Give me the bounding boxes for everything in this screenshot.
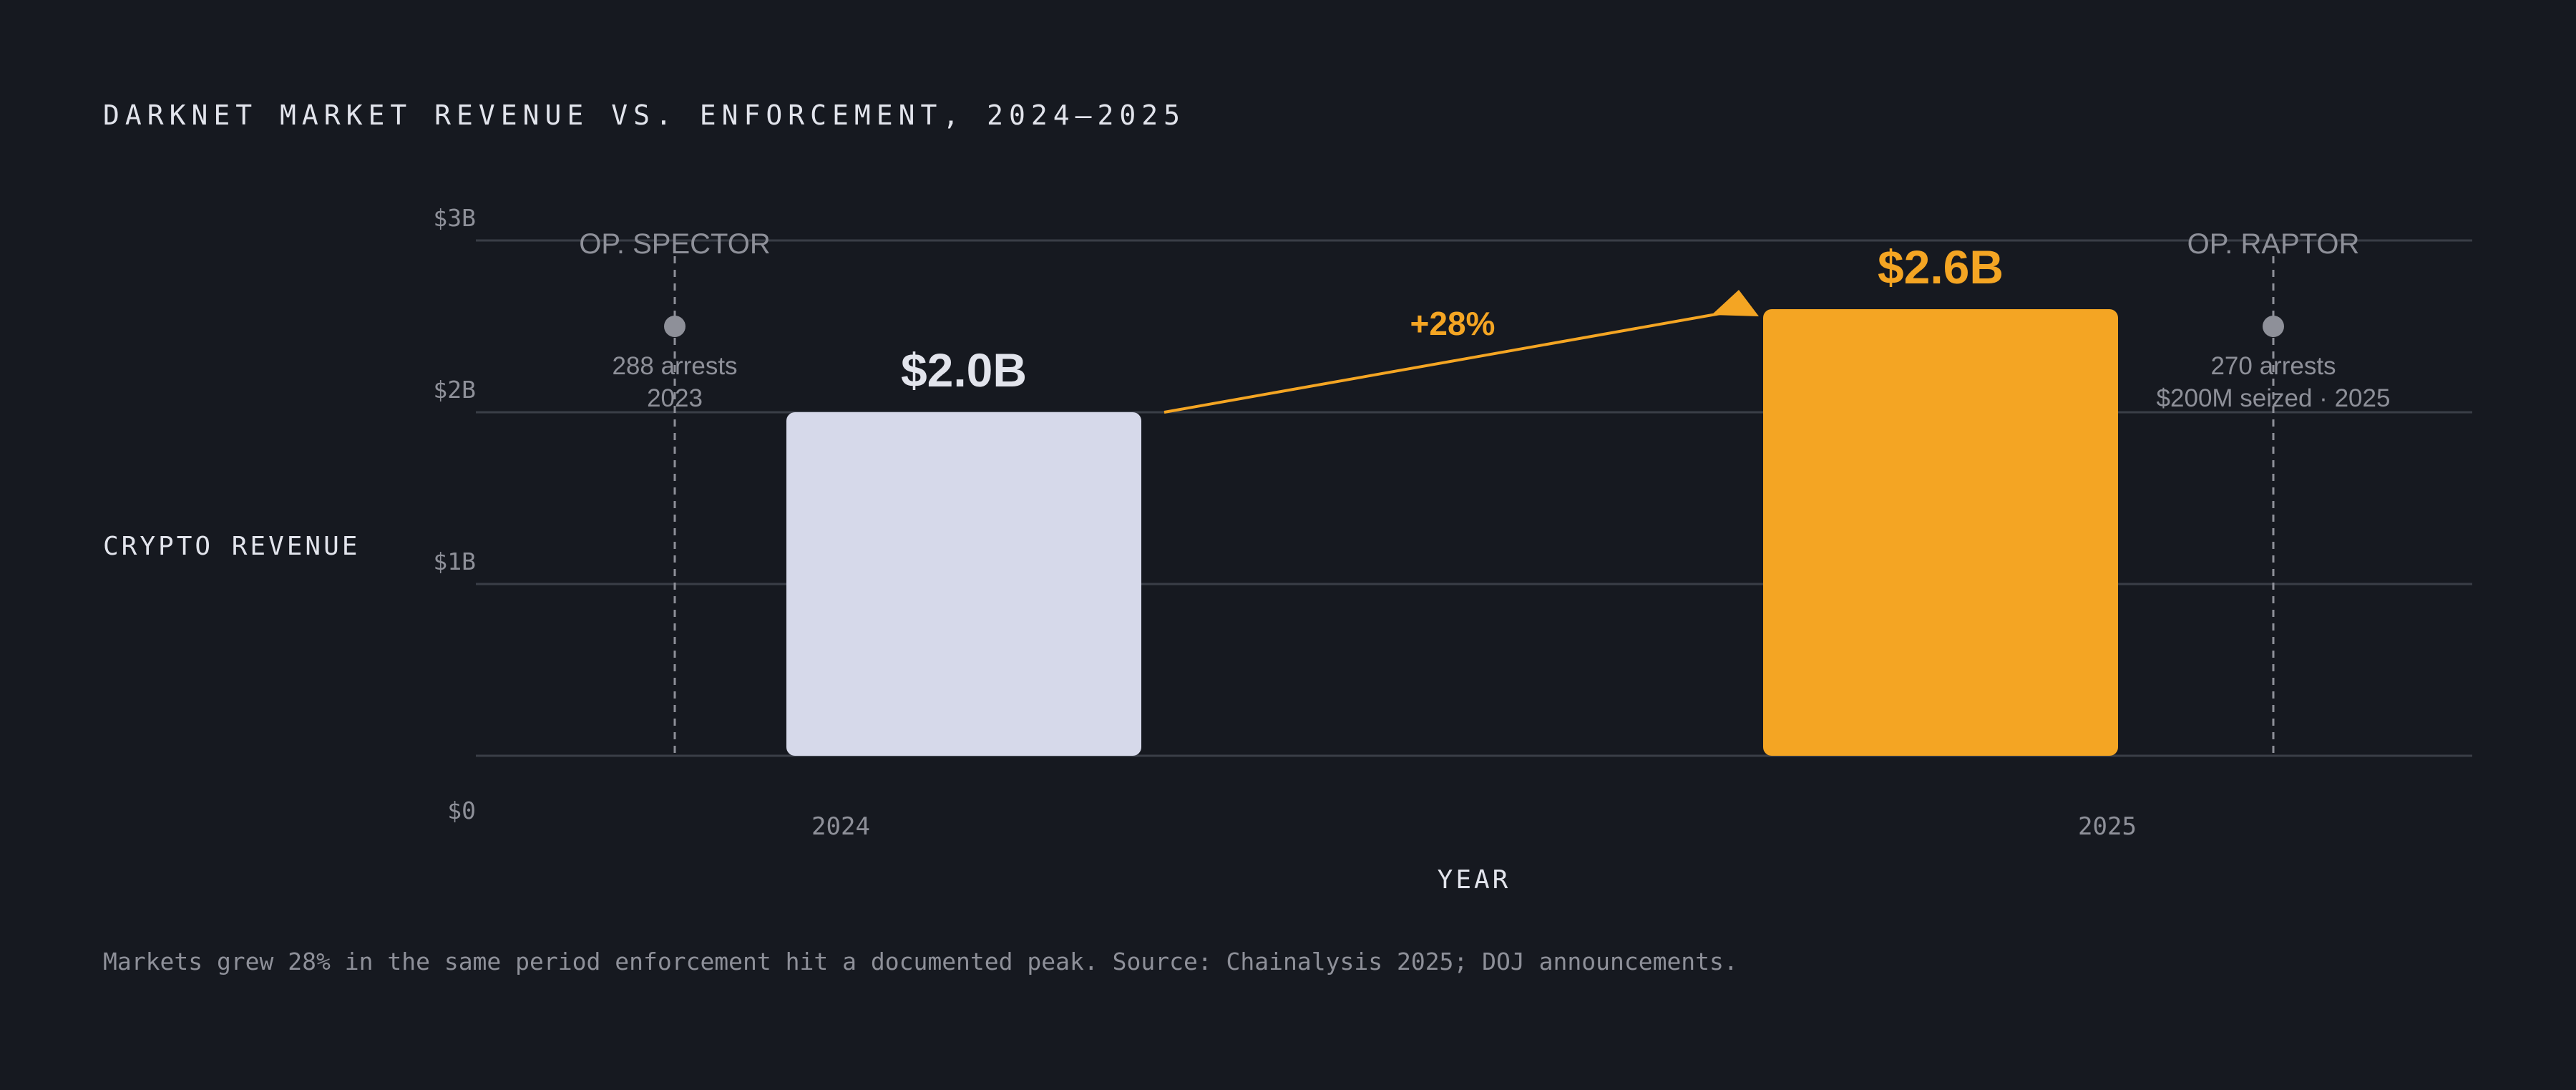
event-detail: 288 arrests: [612, 352, 737, 380]
bar-value-label: $2.6B: [1878, 240, 2004, 293]
x-tick-label: 2025: [2078, 812, 2137, 841]
footnote: Markets grew 28% in the same period enfo…: [103, 948, 1738, 975]
growth-line: [1163, 311, 1725, 414]
y-tick-label: $0: [447, 797, 476, 824]
event-detail: $200M seized · 2025: [2157, 384, 2391, 412]
x-axis-ticks: 2024 2025: [811, 812, 2137, 841]
chart-title: DARKNET MARKET REVENUE VS. ENFORCEMENT, …: [103, 99, 1186, 131]
y-tick-label: $3B: [433, 204, 476, 232]
bar-2025: [1763, 309, 2118, 756]
event-name: OP. RAPTOR: [2187, 228, 2360, 260]
y-tick-label: $2B: [433, 376, 476, 404]
y-axis-ticks: $0 $1B $2B $3B: [433, 204, 476, 824]
event-name: OP. SPECTOR: [579, 228, 771, 260]
enforcement-annotations: OP. SPECTOR 288 arrests 2023 OP. RAPTOR 270 …: [579, 228, 2390, 756]
growth-arrowhead: [1712, 290, 1759, 316]
y-tick-label: $1B: [433, 548, 476, 575]
growth-annotation: +28%: [1163, 290, 1759, 414]
growth-label: +28%: [1410, 305, 1496, 342]
bar-2024: [786, 412, 1141, 756]
event-detail: 270 arrests: [2210, 352, 2336, 380]
bars: $2.0B $2.6B: [786, 240, 2118, 756]
event-marker: [664, 316, 686, 337]
event-marker: [2263, 316, 2284, 337]
x-tick-label: 2024: [811, 812, 870, 841]
x-axis-label: YEAR: [1438, 865, 1511, 895]
y-axis-label: CRYPTO REVENUE: [103, 532, 360, 561]
event-detail: 2023: [647, 384, 703, 412]
bar-value-label: $2.0B: [901, 344, 1027, 396]
